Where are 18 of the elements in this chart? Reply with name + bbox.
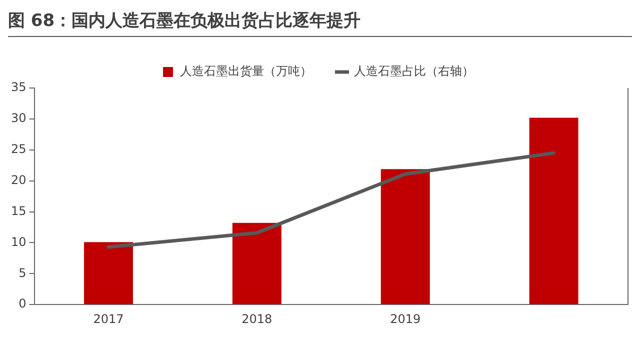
y-tick-label: 25 <box>10 142 26 156</box>
bar <box>529 118 578 304</box>
x-tick-label: 2019 <box>390 312 421 326</box>
y-tick-label: 0 <box>18 296 26 311</box>
bar <box>232 222 282 304</box>
y-tick-label: 10 <box>10 234 26 249</box>
x-tick-label: 2017 <box>93 312 124 326</box>
chart-title: 图 68：国内人造石墨在负极出货占比逐年提升 <box>8 6 632 37</box>
y-tick-label: 5 <box>18 266 26 280</box>
y-tick-label: 30 <box>10 111 26 126</box>
y-tick-label: 20 <box>10 172 26 187</box>
legend-label: 人造石墨占比（右轴） <box>354 64 474 78</box>
bar <box>84 242 133 304</box>
bar <box>380 169 430 304</box>
legend-label: 人造石墨出货量（万吨） <box>180 64 312 78</box>
x-tick-label: 2018 <box>242 312 272 326</box>
y-tick-label: 35 <box>10 80 26 94</box>
y-tick-label: 15 <box>10 204 26 218</box>
